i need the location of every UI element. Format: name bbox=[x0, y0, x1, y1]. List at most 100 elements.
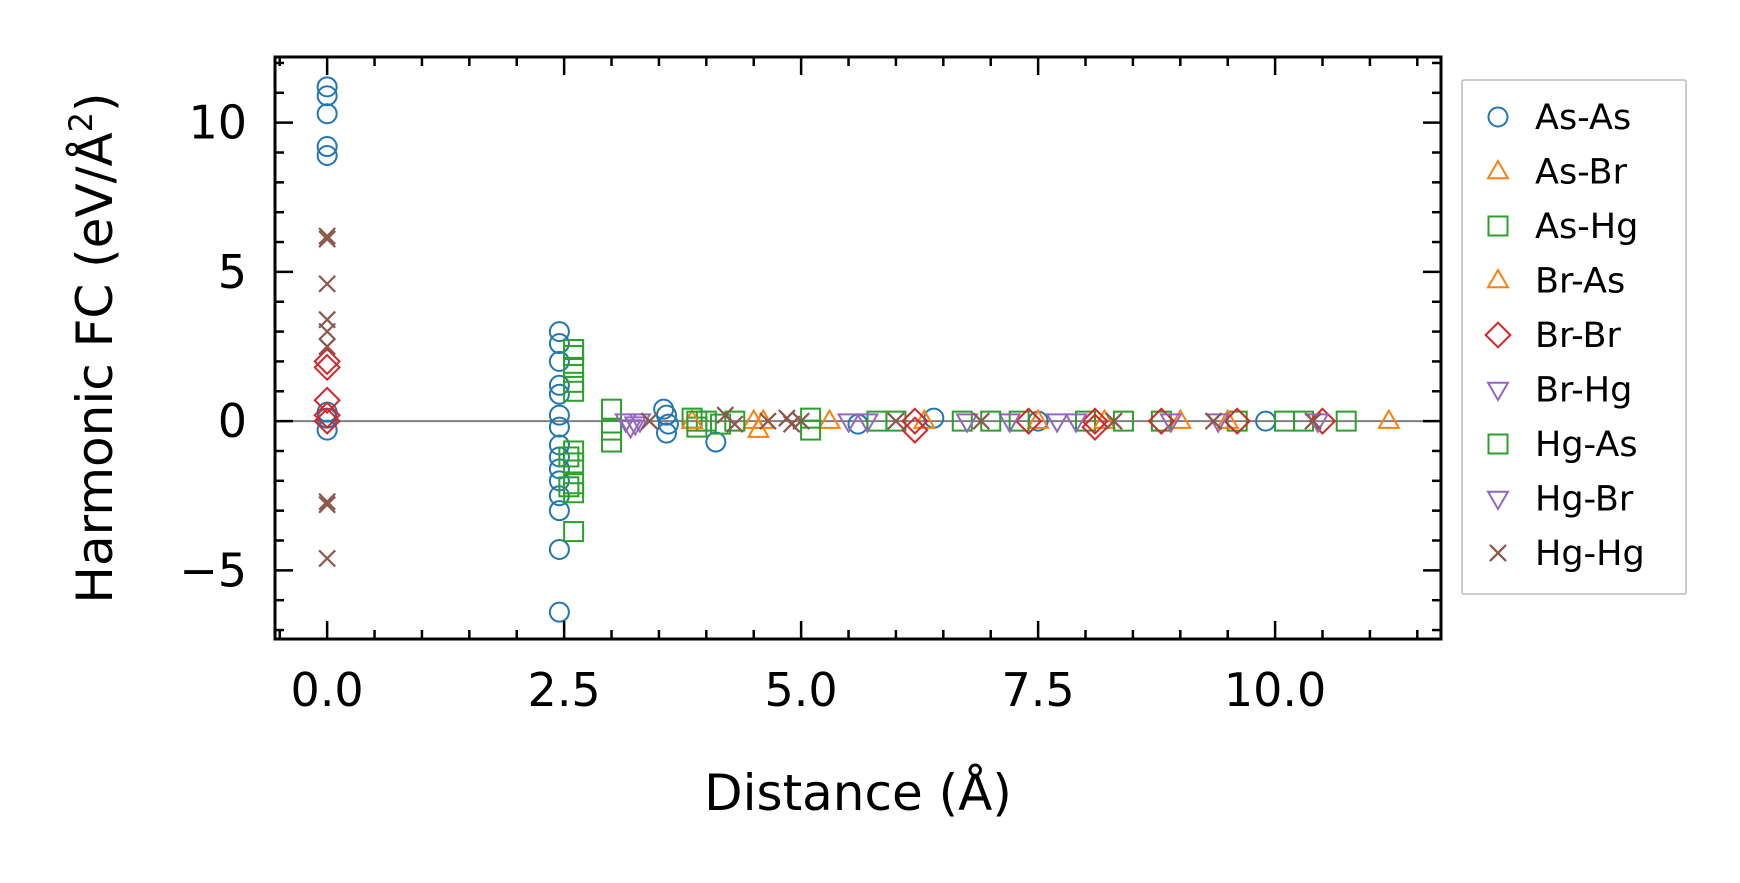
legend-marker-as-br bbox=[1486, 159, 1510, 180]
data-point-br-as bbox=[751, 408, 775, 429]
legend-label: Hg-Br bbox=[1535, 480, 1634, 520]
data-point-as-as bbox=[548, 321, 570, 343]
data-point-as-br bbox=[1168, 408, 1192, 429]
x-tick-label: 0.0 bbox=[291, 663, 364, 717]
data-point-br-br bbox=[313, 347, 341, 376]
data-point-as-hg bbox=[724, 410, 746, 432]
legend-label: Br-Hg bbox=[1535, 371, 1632, 411]
data-point-br-br bbox=[901, 416, 929, 444]
data-point-hg-hg bbox=[318, 549, 336, 568]
legend-label: Hg-Hg bbox=[1535, 534, 1645, 574]
data-point-as-as bbox=[548, 350, 570, 372]
data-point-br-hg bbox=[955, 413, 979, 434]
data-point-br-hg bbox=[1045, 413, 1069, 434]
data-point-br-hg bbox=[1159, 413, 1183, 434]
y-tick-label: 0 bbox=[218, 394, 247, 448]
data-point-as-as bbox=[316, 144, 338, 166]
data-point-br-br bbox=[313, 401, 341, 429]
data-point-br-hg bbox=[623, 416, 647, 437]
legend-label: As-Hg bbox=[1535, 207, 1638, 247]
data-point-br-br bbox=[313, 386, 341, 414]
legend-frame bbox=[1461, 79, 1687, 595]
data-point-as-hg bbox=[563, 452, 585, 474]
data-point-hg-hg bbox=[782, 415, 801, 433]
y-tick-label: −5 bbox=[179, 543, 247, 597]
legend-marker-hg-as bbox=[1487, 433, 1509, 455]
data-point-br-hg bbox=[836, 413, 861, 434]
data-point-hg-hg bbox=[725, 415, 744, 433]
legend-label: Br-Br bbox=[1535, 316, 1622, 356]
data-point-as-as bbox=[923, 407, 945, 429]
x-tick-label: 5.0 bbox=[765, 663, 838, 717]
data-point-as-as bbox=[316, 419, 338, 441]
data-point-hg-hg bbox=[318, 492, 336, 511]
y-tick-label: 10 bbox=[188, 96, 247, 150]
plot-frame bbox=[273, 55, 1443, 641]
data-point-as-as bbox=[548, 374, 570, 396]
data-point-hg-as bbox=[1274, 410, 1296, 432]
data-point-as-hg bbox=[710, 413, 732, 435]
data-point-br-br bbox=[1081, 407, 1109, 435]
data-point-hg-hg bbox=[887, 412, 905, 430]
data-point-as-as bbox=[705, 431, 727, 453]
data-point-br-br bbox=[1081, 413, 1109, 441]
x-axis-label: Distance (Å) bbox=[704, 764, 1012, 822]
data-point-as-as bbox=[656, 404, 678, 426]
legend-marker-br-hg bbox=[1486, 381, 1510, 402]
y-axis-label-superscript: 2 bbox=[62, 112, 100, 132]
data-point-hg-br bbox=[1306, 413, 1330, 434]
data-point-as-hg bbox=[951, 410, 973, 432]
data-point-as-br bbox=[817, 408, 842, 429]
data-point-as-hg bbox=[563, 344, 585, 366]
data-point-as-hg bbox=[601, 431, 623, 453]
legend-label: Hg-As bbox=[1535, 425, 1638, 465]
data-point-as-as bbox=[656, 422, 678, 444]
data-point-br-as bbox=[680, 408, 704, 429]
legend-marker-br-br bbox=[1484, 321, 1512, 349]
legend-marker-as-as bbox=[1487, 106, 1509, 128]
data-point-hg-hg bbox=[972, 412, 991, 430]
y-axis-label-main: Harmonic FC (eV/Å bbox=[66, 132, 124, 603]
data-point-hg-br bbox=[1206, 413, 1230, 434]
data-point-as-as bbox=[548, 383, 570, 405]
data-point-as-br bbox=[1377, 408, 1401, 429]
data-point-br-hg bbox=[998, 413, 1022, 434]
data-point-as-as bbox=[548, 404, 570, 426]
x-tick-label: 2.5 bbox=[528, 663, 601, 717]
data-point-hg-hg bbox=[318, 322, 336, 341]
data-point-as-as bbox=[548, 538, 570, 560]
data-point-hg-hg bbox=[318, 495, 336, 514]
data-point-br-hg bbox=[628, 413, 652, 434]
data-point-as-as bbox=[316, 76, 338, 98]
data-point-hg-br bbox=[1064, 413, 1088, 434]
data-point-as-hg bbox=[1150, 410, 1172, 432]
data-point-as-as bbox=[657, 413, 679, 435]
data-point-as-as bbox=[548, 333, 570, 355]
data-point-hg-br bbox=[618, 419, 643, 440]
data-point-br-br bbox=[1223, 407, 1251, 435]
data-point-br-br bbox=[1147, 407, 1176, 435]
data-point-hg-hg bbox=[318, 337, 336, 356]
x-tick-label: 10.0 bbox=[1224, 663, 1326, 717]
data-point-as-as bbox=[548, 500, 570, 522]
y-tick-label: 5 bbox=[218, 245, 247, 299]
data-point-hg-hg bbox=[792, 412, 810, 430]
data-point-as-hg bbox=[563, 440, 585, 462]
data-point-as-hg bbox=[563, 521, 585, 543]
data-point-as-hg bbox=[563, 380, 585, 402]
legend-marker-hg-br bbox=[1486, 490, 1510, 511]
data-point-hg-as bbox=[686, 410, 708, 432]
data-point-br-br bbox=[1014, 407, 1043, 435]
data-point-hg-hg bbox=[640, 412, 659, 430]
data-point-br-br bbox=[1308, 407, 1337, 435]
data-point-hg-hg bbox=[318, 230, 336, 248]
data-point-as-hg bbox=[601, 398, 623, 420]
data-point-hg-br bbox=[855, 413, 880, 434]
data-point-hg-hg bbox=[318, 274, 336, 293]
data-point-hg-hg bbox=[759, 412, 777, 430]
data-point-as-hg bbox=[563, 482, 585, 504]
data-point-as-as bbox=[316, 136, 338, 158]
data-point-as-hg bbox=[1226, 410, 1248, 432]
data-point-as-hg bbox=[1008, 410, 1030, 432]
